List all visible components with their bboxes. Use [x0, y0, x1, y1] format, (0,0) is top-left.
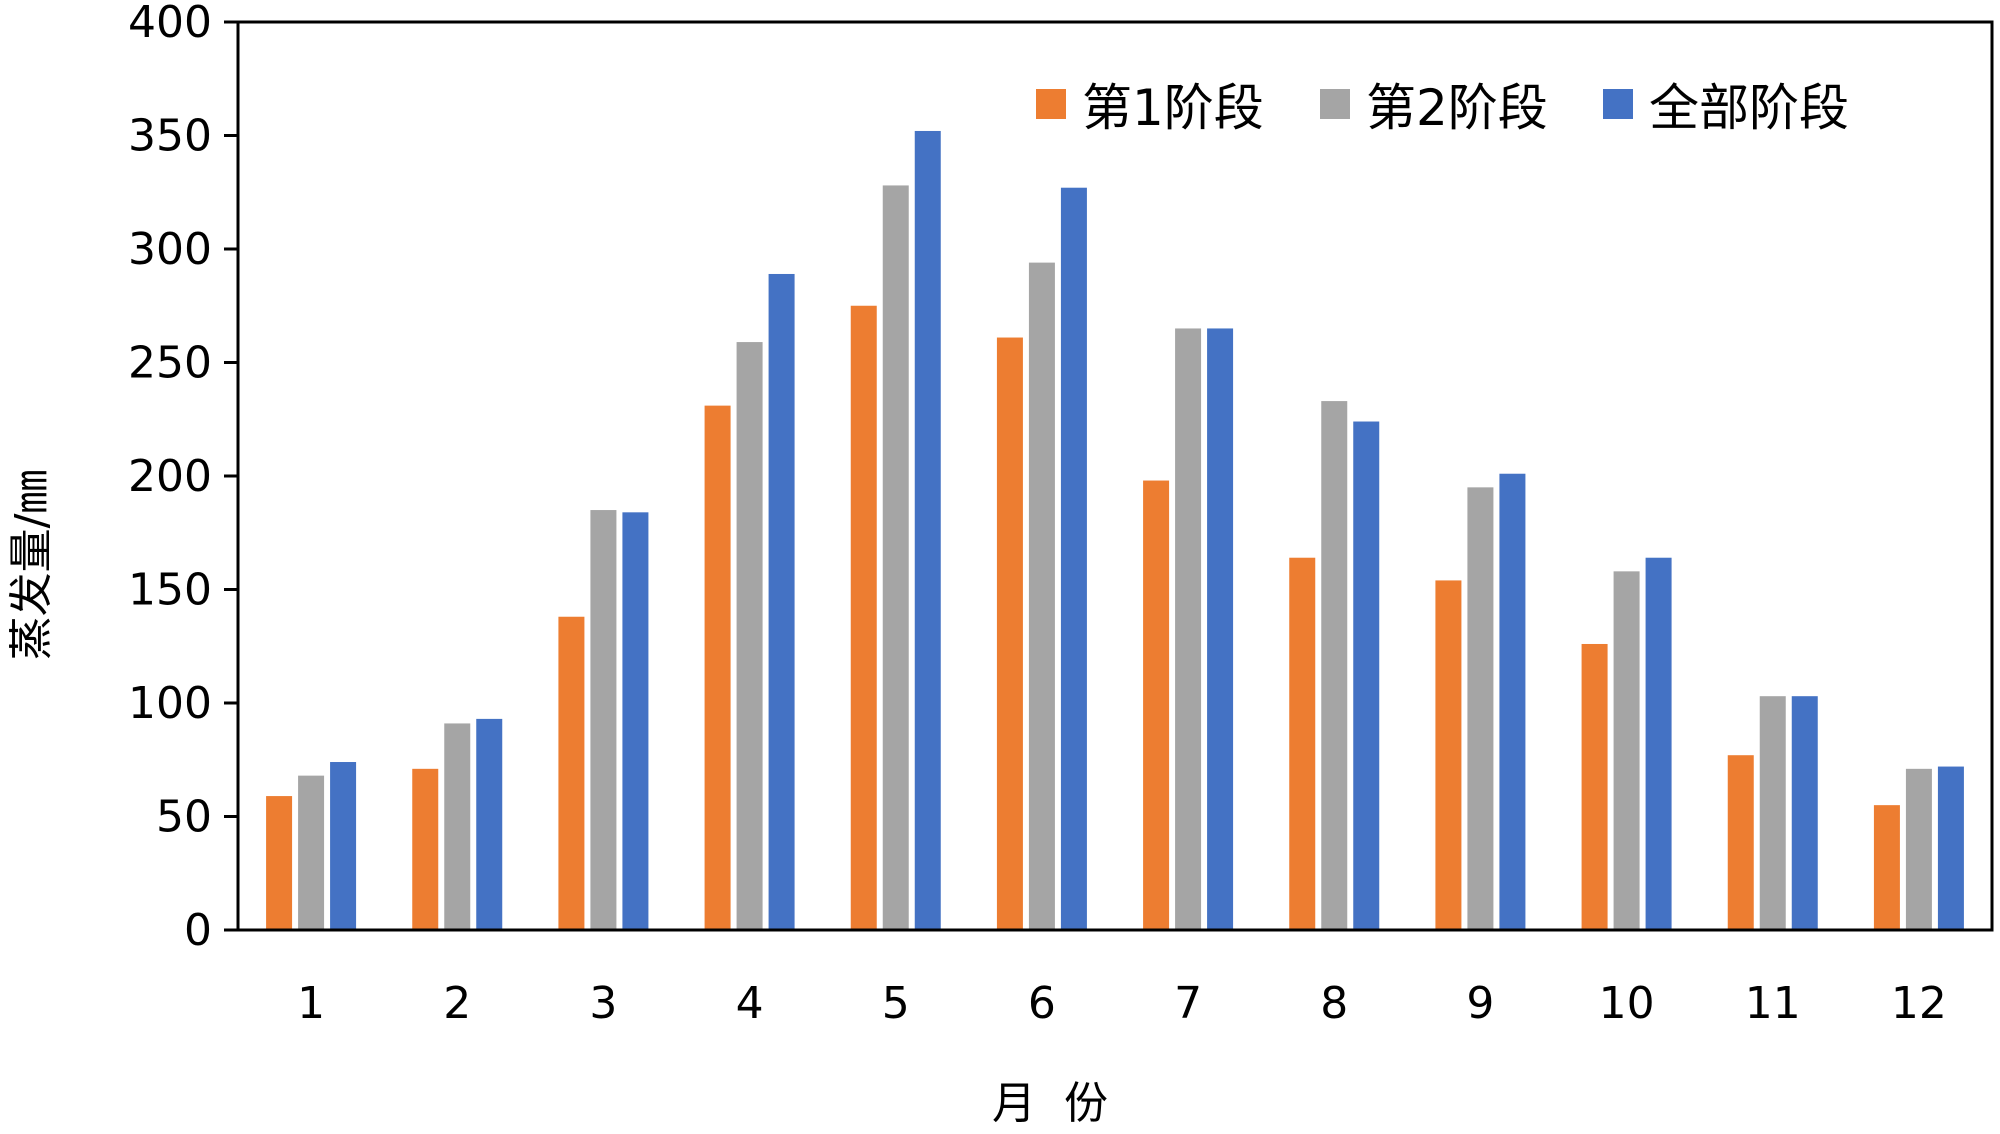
bar-第2阶段-month-3: [590, 510, 617, 930]
y-tick-label: 300: [128, 224, 212, 275]
bar-全部阶段-month-9: [1499, 473, 1526, 930]
x-tick-label: 1: [297, 978, 325, 1029]
bar-第2阶段-month-11: [1759, 696, 1786, 930]
bar-第2阶段-month-7: [1175, 328, 1202, 930]
bar-全部阶段-month-5: [914, 130, 941, 930]
x-tick-label: 2: [443, 978, 471, 1029]
y-tick-label: 350: [128, 111, 212, 162]
plot-area-frame: [236, 20, 1994, 932]
bar-全部阶段-month-7: [1207, 328, 1234, 930]
bar-第2阶段-month-1: [298, 775, 325, 930]
x-tick-label: 11: [1745, 978, 1801, 1029]
bar-第2阶段-month-2: [444, 723, 471, 930]
bars-layer: [266, 130, 1964, 931]
bar-第1阶段-month-2: [412, 768, 439, 930]
x-tick-label: 5: [882, 978, 910, 1029]
y-tick-label: 250: [128, 338, 212, 389]
bar-第2阶段-month-9: [1467, 487, 1494, 930]
bar-全部阶段-month-11: [1791, 696, 1818, 930]
legend: 第1阶段 第2阶段 全部阶段: [1036, 79, 1849, 137]
bar-第1阶段-month-5: [850, 305, 877, 930]
bar-第1阶段-month-7: [1143, 480, 1170, 930]
x-axis: 1 2 3 4 5 6 7 8 9 10 11 12: [297, 978, 1947, 1029]
legend-swatch: [1036, 89, 1066, 119]
y-tick-label: 100: [128, 678, 212, 729]
x-tick-label: 3: [589, 978, 617, 1029]
bar-全部阶段-month-3: [622, 512, 649, 930]
legend-swatch: [1320, 89, 1350, 119]
legend-label: 全部阶段: [1649, 79, 1849, 137]
bar-第2阶段-month-5: [882, 185, 909, 930]
y-tick-label: 50: [156, 792, 212, 843]
x-tick-label: 9: [1466, 978, 1494, 1029]
bar-第1阶段-month-12: [1873, 805, 1900, 930]
legend-label: 第2阶段: [1366, 79, 1548, 137]
bar-第1阶段-month-1: [266, 796, 293, 930]
x-tick-label: 4: [736, 978, 764, 1029]
bar-第2阶段-month-12: [1905, 768, 1932, 930]
bar-全部阶段-month-4: [768, 273, 795, 931]
bar-第1阶段-month-8: [1289, 557, 1316, 930]
legend-swatch: [1603, 89, 1633, 119]
y-tick-label: 150: [128, 565, 212, 616]
y-tick-label: 200: [128, 451, 212, 502]
legend-label: 第1阶段: [1082, 79, 1264, 137]
bar-第1阶段-month-6: [996, 337, 1023, 930]
bar-第1阶段-month-3: [558, 616, 585, 930]
bar-全部阶段-month-2: [476, 718, 503, 930]
x-tick-label: 7: [1174, 978, 1202, 1029]
bar-全部阶段-month-12: [1937, 766, 1964, 930]
bar-全部阶段-month-8: [1353, 421, 1380, 930]
x-tick-label: 8: [1320, 978, 1348, 1029]
bar-第2阶段-month-8: [1321, 401, 1348, 931]
bar-第1阶段-month-10: [1581, 643, 1608, 930]
y-axis-title: 蒸发量/㎜: [6, 470, 57, 661]
y-tick-label: 400: [128, 0, 212, 48]
bar-全部阶段-month-6: [1060, 187, 1087, 930]
bar-全部阶段-month-10: [1645, 557, 1672, 930]
bar-全部阶段-month-1: [330, 762, 357, 930]
bar-第1阶段-month-11: [1727, 755, 1754, 930]
x-tick-label: 10: [1599, 978, 1655, 1029]
bar-第2阶段-month-10: [1613, 571, 1640, 930]
x-axis-title: 月 份: [992, 1078, 1108, 1129]
y-tick-label: 0: [184, 905, 212, 956]
x-tick-label: 6: [1028, 978, 1056, 1029]
bar-第2阶段-month-4: [736, 342, 763, 930]
bar-第1阶段-month-9: [1435, 580, 1462, 930]
y-axis: 0 50 100 150 200 250 300 350 400: [128, 0, 238, 956]
bar-第2阶段-month-6: [1028, 262, 1055, 930]
bar-第1阶段-month-4: [704, 405, 731, 930]
x-tick-label: 12: [1891, 978, 1947, 1029]
